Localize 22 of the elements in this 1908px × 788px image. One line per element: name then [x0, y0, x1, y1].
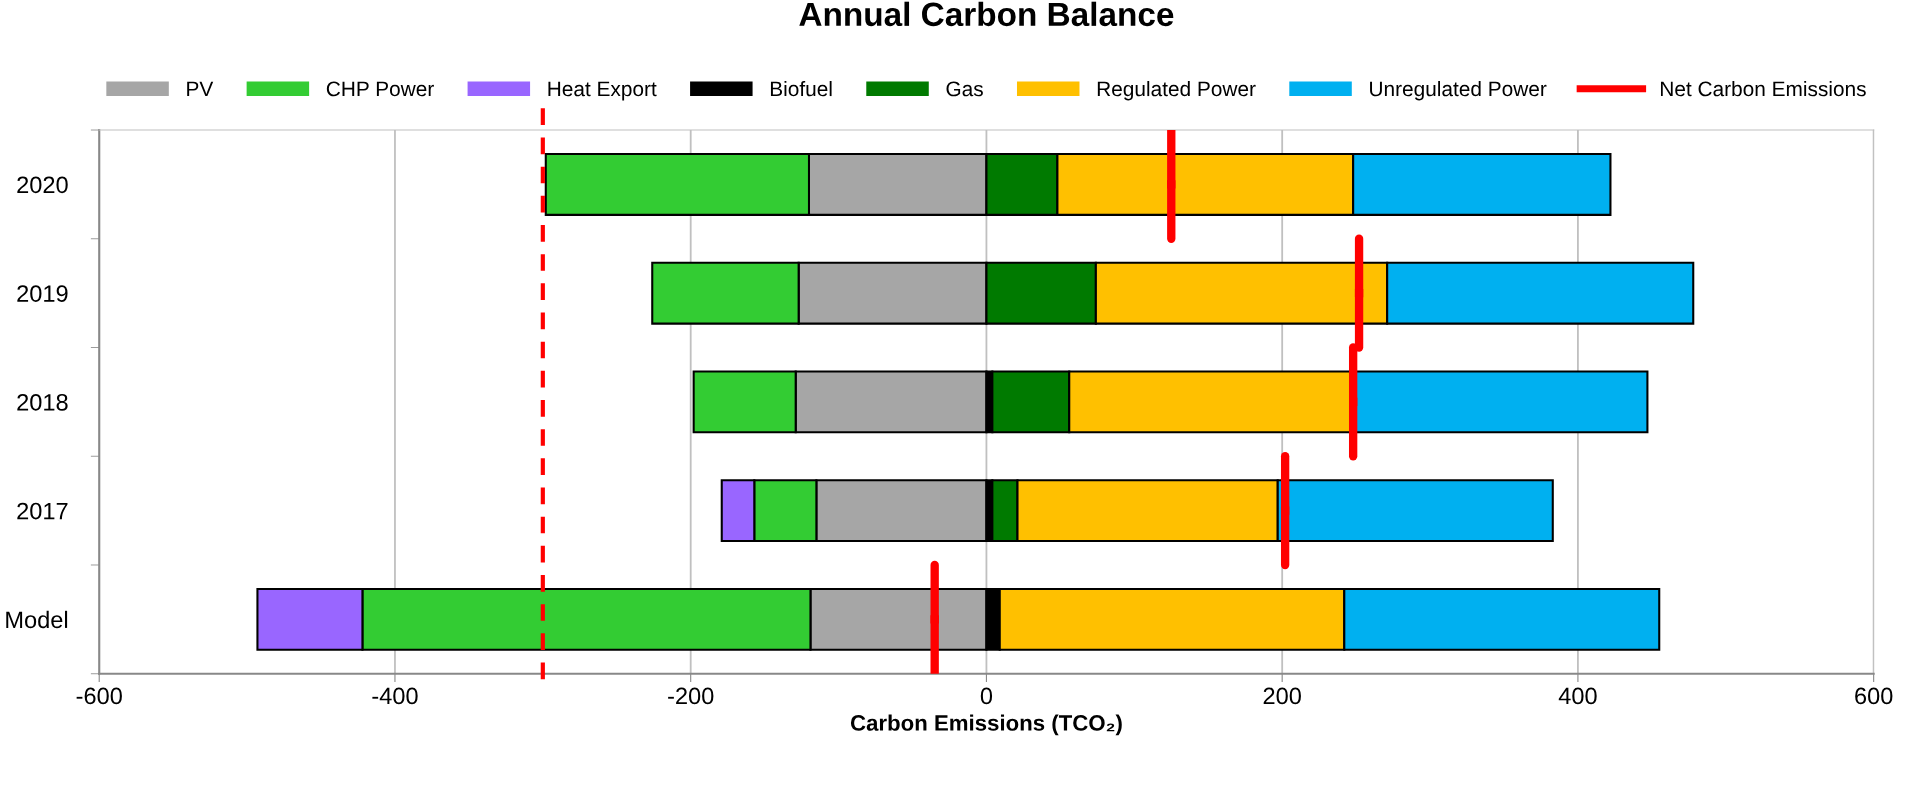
y-tick-label: 2018	[17, 393, 68, 411]
y-tick-label: 2019	[17, 285, 68, 302]
x-axis-title: Carbon Emissions (TCO₂)	[850, 714, 1122, 736]
x-tick-label: -400	[372, 687, 418, 705]
legend-label: Unregulated Power	[1370, 80, 1547, 101]
y-tick-label: 2017	[17, 502, 68, 520]
legend-label: Gas	[946, 81, 983, 97]
y-tick-label: 2020	[17, 176, 68, 194]
legend-label: Net Carbon Emissions	[1661, 80, 1866, 97]
x-tick-label: 0	[980, 687, 993, 705]
x-tick-label: -200	[668, 687, 714, 705]
chart-title: Annual Carbon Balance	[799, 1, 1174, 27]
legend-label: Heat Export	[548, 81, 657, 101]
legend-label: PV	[187, 81, 214, 97]
x-tick-label: 400	[1558, 687, 1597, 705]
x-tick-label: -600	[76, 687, 122, 705]
legend-label: Regulated Power	[1097, 80, 1256, 101]
legend-label: Biofuel	[770, 80, 832, 97]
x-tick-label: 200	[1263, 687, 1301, 705]
y-tick-label: Model	[6, 610, 68, 629]
x-tick-label: 600	[1855, 687, 1893, 705]
legend-label: CHP Power	[326, 81, 434, 97]
